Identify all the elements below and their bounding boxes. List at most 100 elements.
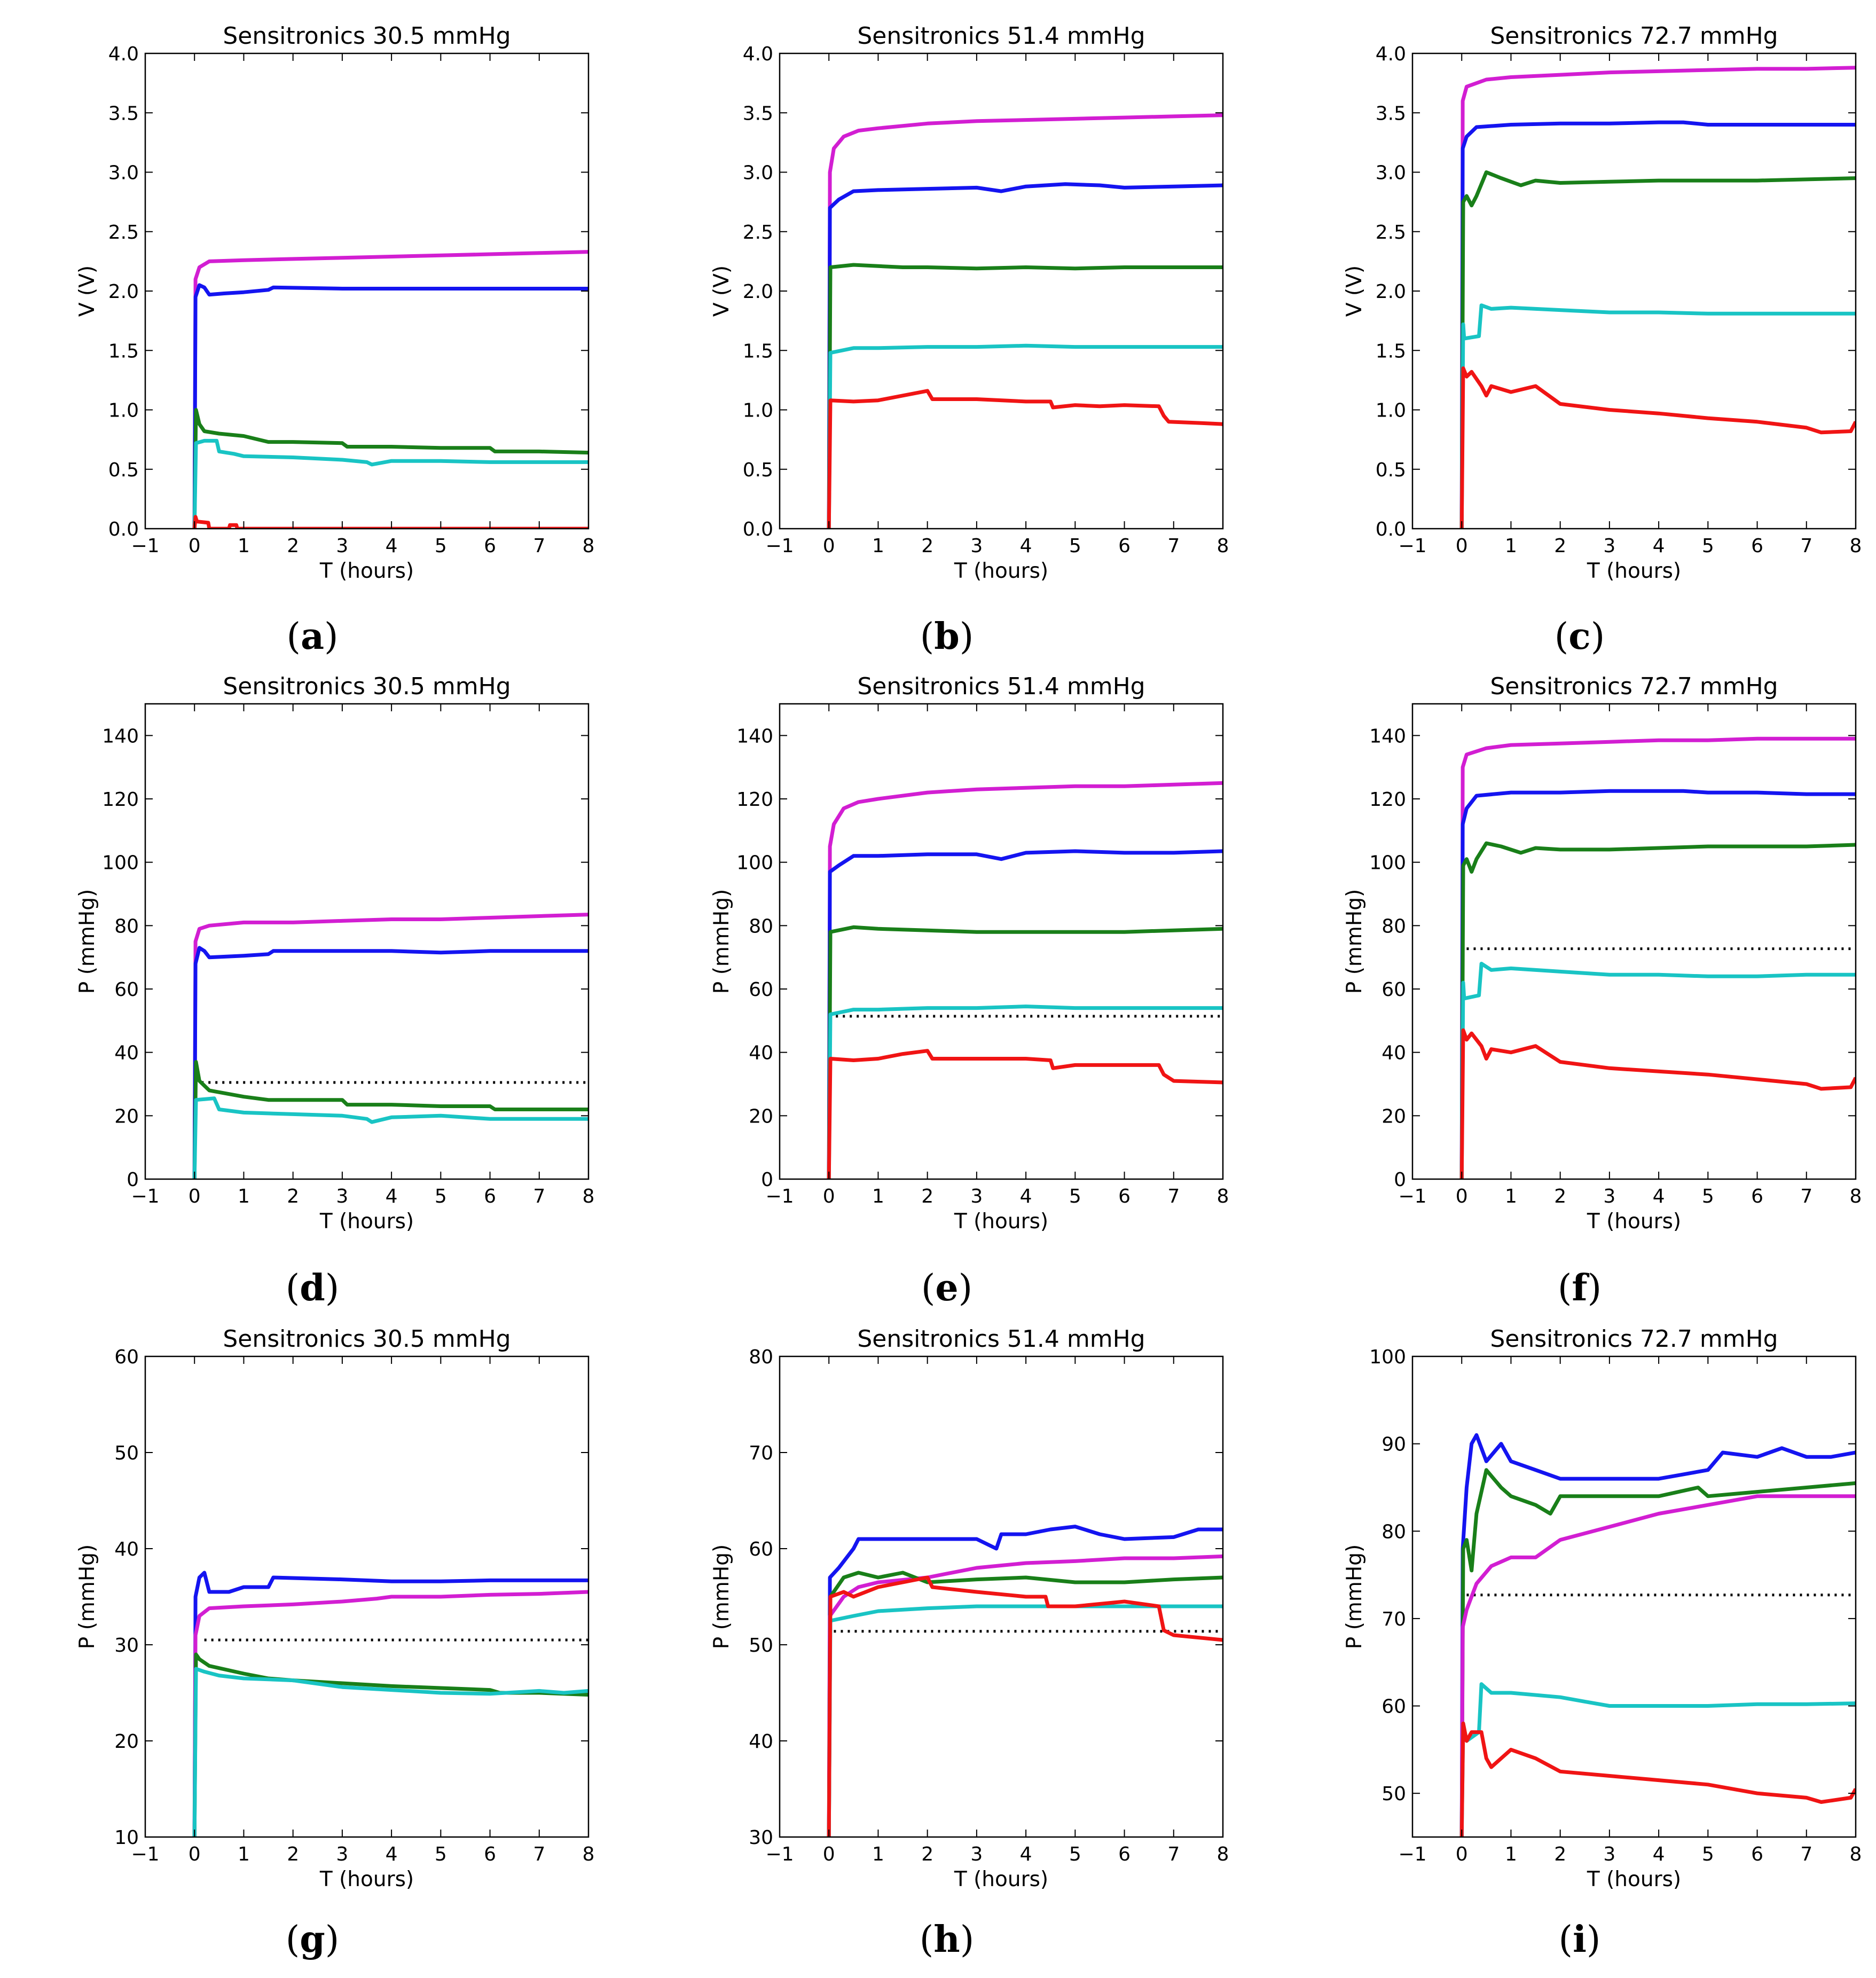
x-tick-label: 7 bbox=[1167, 535, 1180, 557]
y-tick-label: 40 bbox=[749, 1042, 773, 1064]
x-axis-label: T (hours) bbox=[319, 1867, 414, 1891]
y-tick-label: 1.5 bbox=[743, 340, 773, 362]
y-tick-label: 0 bbox=[127, 1169, 139, 1191]
x-tick-label: 4 bbox=[386, 1843, 398, 1865]
chart-panel-c: Sensitronics 72.7 mmHg −1 0 1 2 3 4 5 6 7 8 0.0 0.5 1… bbox=[1343, 22, 1862, 658]
y-tick-label: 3.5 bbox=[743, 103, 773, 124]
series-line-cyan bbox=[1459, 962, 1856, 1179]
x-tick-label: 4 bbox=[1020, 535, 1032, 557]
x-tick-label: 8 bbox=[1850, 1186, 1862, 1207]
x-tick-label: 6 bbox=[1118, 535, 1131, 557]
plot-frame bbox=[779, 703, 1224, 1180]
x-tick-label: 5 bbox=[435, 1186, 447, 1207]
series-line-cyan bbox=[192, 1667, 588, 1837]
x-tick-label: 7 bbox=[533, 1186, 545, 1207]
x-tick-label: 2 bbox=[1554, 1843, 1566, 1865]
x-tick-label: 3 bbox=[970, 1843, 983, 1865]
x-tick-label: 1 bbox=[238, 1843, 250, 1865]
y-tick-label: 80 bbox=[749, 915, 773, 937]
x-axis-label: T (hours) bbox=[1587, 559, 1681, 583]
y-axis-label: V (V) bbox=[710, 265, 734, 317]
x-tick-label: 4 bbox=[1020, 1843, 1032, 1865]
y-tick-label: 50 bbox=[749, 1635, 773, 1657]
x-tick-label: 0 bbox=[823, 535, 835, 557]
y-tick-label: 100 bbox=[1369, 1346, 1406, 1368]
series-line-green bbox=[827, 263, 1223, 529]
y-tick-label: 40 bbox=[1382, 1042, 1406, 1064]
y-tick-label: 120 bbox=[736, 789, 773, 811]
x-tick-label: 7 bbox=[1800, 535, 1812, 557]
panel-label: (g) bbox=[286, 1918, 340, 1961]
x-tick-label: −1 bbox=[1398, 1186, 1426, 1207]
x-tick-label: 6 bbox=[484, 1843, 496, 1865]
series-line-green bbox=[827, 925, 1223, 1179]
y-axis-label: P (mmHg) bbox=[1343, 1544, 1367, 1649]
panel-label-close: ) bbox=[960, 616, 974, 658]
series-line-red bbox=[1459, 1028, 1856, 1179]
series-line-cyan bbox=[192, 1096, 588, 1179]
chart-title: Sensitronics 30.5 mmHg bbox=[223, 673, 511, 700]
y-tick-label: 50 bbox=[114, 1442, 139, 1464]
series-line-blue bbox=[827, 1525, 1223, 1837]
chart-title: Sensitronics 51.4 mmHg bbox=[857, 673, 1145, 700]
x-tick-label: 7 bbox=[533, 535, 545, 557]
series-line-cyan bbox=[827, 1604, 1223, 1837]
plot-frame bbox=[144, 703, 590, 1180]
panel-label-close: ) bbox=[324, 616, 339, 658]
panel-label-open: ( bbox=[286, 616, 301, 658]
x-tick-label: 1 bbox=[238, 535, 250, 557]
panel-label-close: ) bbox=[1588, 1267, 1602, 1309]
y-tick-label: 2.5 bbox=[743, 222, 773, 244]
x-tick-label: 2 bbox=[1554, 535, 1566, 557]
series-line-green bbox=[827, 1571, 1223, 1837]
panel-label-open: ( bbox=[286, 1267, 300, 1309]
x-tick-label: −1 bbox=[131, 535, 159, 557]
x-tick-label: 7 bbox=[1167, 1186, 1180, 1207]
panel-label-letter: e bbox=[935, 1267, 958, 1309]
x-tick-label: 5 bbox=[1702, 535, 1714, 557]
plot-frame bbox=[144, 52, 590, 530]
y-tick-label: 0.0 bbox=[743, 519, 773, 540]
chart-title: Sensitronics 51.4 mmHg bbox=[857, 1325, 1145, 1353]
chart-title: Sensitronics 30.5 mmHg bbox=[223, 1325, 511, 1353]
y-axis-label: P (mmHg) bbox=[1343, 889, 1367, 994]
y-tick-label: 20 bbox=[1382, 1105, 1406, 1127]
series-line-magenta bbox=[192, 250, 588, 529]
x-tick-label: −1 bbox=[131, 1186, 159, 1207]
series-line-blue bbox=[192, 283, 588, 529]
x-tick-label: 8 bbox=[1850, 535, 1862, 557]
panel-label: (d) bbox=[286, 1267, 340, 1309]
x-tick-label: 0 bbox=[1456, 1186, 1468, 1207]
panel-label-close: ) bbox=[959, 1267, 973, 1309]
panel-label: (e) bbox=[921, 1267, 972, 1309]
y-tick-label: 100 bbox=[736, 852, 773, 874]
panel-label-open: ( bbox=[1559, 1919, 1573, 1961]
x-tick-label: 6 bbox=[1118, 1186, 1131, 1207]
panel-label-close: ) bbox=[960, 1919, 975, 1961]
y-tick-label: 10 bbox=[114, 1827, 139, 1849]
x-tick-label: 8 bbox=[583, 1186, 595, 1207]
x-tick-label: 2 bbox=[287, 1843, 299, 1865]
x-axis-label: T (hours) bbox=[954, 1867, 1048, 1891]
series-line-green bbox=[192, 408, 588, 529]
y-tick-label: 2.5 bbox=[1376, 222, 1406, 244]
x-tick-label: 2 bbox=[921, 1843, 933, 1865]
plot-area bbox=[1459, 1433, 1856, 1837]
series-line-green bbox=[192, 1060, 588, 1179]
x-tick-label: 3 bbox=[970, 1186, 983, 1207]
x-axis-label: T (hours) bbox=[319, 559, 414, 583]
y-tick-label: 0 bbox=[761, 1169, 773, 1191]
series-line-blue bbox=[827, 182, 1223, 529]
x-tick-label: 8 bbox=[1850, 1843, 1862, 1865]
x-tick-label: 1 bbox=[872, 1843, 884, 1865]
x-tick-label: 5 bbox=[1702, 1843, 1714, 1865]
x-tick-label: −1 bbox=[1398, 535, 1426, 557]
x-tick-label: 6 bbox=[484, 535, 496, 557]
x-tick-label: 4 bbox=[1653, 1186, 1665, 1207]
x-tick-label: −1 bbox=[765, 1843, 794, 1865]
y-tick-label: 60 bbox=[749, 1539, 773, 1560]
y-tick-label: 100 bbox=[1369, 852, 1406, 874]
y-tick-label: 0.0 bbox=[1376, 519, 1406, 540]
y-axis-label: P (mmHg) bbox=[75, 889, 99, 994]
